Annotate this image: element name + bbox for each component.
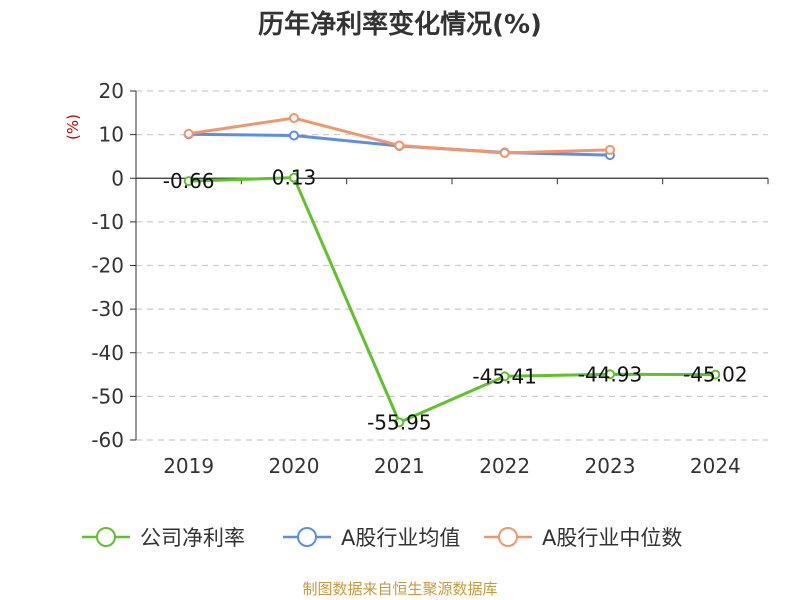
x-tick-label: 2021 bbox=[374, 454, 425, 478]
y-axis-unit-label: (%) bbox=[64, 114, 82, 140]
data-label: -0.66 bbox=[163, 169, 215, 193]
data-label: -44.93 bbox=[578, 362, 642, 386]
x-tick-label: 2023 bbox=[585, 454, 636, 478]
legend-marker-icon bbox=[96, 527, 116, 547]
series-line bbox=[188, 176, 716, 424]
chart-title: 历年净利率变化情况(%) bbox=[258, 9, 542, 40]
x-tick-label: 2024 bbox=[690, 454, 741, 478]
data-label: 0.13 bbox=[272, 166, 317, 190]
y-tick-label: -30 bbox=[91, 297, 124, 321]
legend-item[interactable]: A股行业均值 bbox=[283, 526, 460, 550]
axes: 20 10 0 -10 -20 -30 -40 -50 -60 2019 2020 2021 2022 2… bbox=[91, 79, 769, 478]
data-labels: -0.66 0.13 -55.95 -45.41 -44.93 -45.02 bbox=[163, 166, 748, 435]
source-note: 制图数据来自恒生聚源数据库 bbox=[302, 580, 497, 598]
legend-label: 公司净利率 bbox=[140, 526, 245, 550]
x-tick-label: 2020 bbox=[269, 454, 320, 478]
y-tick-label: -40 bbox=[91, 341, 124, 365]
data-point bbox=[710, 369, 721, 380]
data-point bbox=[499, 371, 510, 382]
y-tick-label: -10 bbox=[91, 210, 124, 234]
y-tick-label: 0 bbox=[111, 166, 124, 190]
data-point bbox=[289, 130, 299, 141]
legend-label: A股行业均值 bbox=[341, 526, 460, 550]
data-point bbox=[394, 417, 405, 428]
x-tick-label: 2019 bbox=[163, 454, 214, 478]
data-point bbox=[289, 172, 299, 183]
data-point bbox=[394, 140, 405, 151]
data-point bbox=[605, 369, 615, 380]
y-tick-label: 10 bbox=[99, 123, 124, 147]
data-point bbox=[183, 128, 194, 139]
data-label: -45.02 bbox=[683, 363, 747, 387]
data-point bbox=[499, 147, 510, 158]
data-label: -55.95 bbox=[367, 410, 431, 434]
y-tick-label: 20 bbox=[99, 79, 124, 103]
gridlines bbox=[136, 90, 768, 441]
y-tick-label: -60 bbox=[91, 428, 124, 452]
legend: 公司净利率 A股行业均值 A股行业中位数 bbox=[82, 526, 682, 550]
data-point bbox=[605, 144, 615, 155]
data-point bbox=[289, 113, 299, 124]
y-tick-label: -50 bbox=[91, 384, 124, 408]
legend-item[interactable]: 公司净利率 bbox=[82, 526, 245, 550]
y-tick-label: -20 bbox=[91, 254, 124, 278]
series-lines bbox=[183, 113, 721, 428]
legend-label: A股行业中位数 bbox=[542, 526, 682, 550]
data-label: -45.41 bbox=[472, 364, 536, 388]
legend-marker-icon bbox=[297, 527, 317, 547]
data-point bbox=[183, 176, 194, 187]
x-tick-label: 2022 bbox=[479, 454, 530, 478]
legend-marker-icon bbox=[498, 527, 518, 547]
legend-item[interactable]: A股行业中位数 bbox=[484, 526, 682, 550]
